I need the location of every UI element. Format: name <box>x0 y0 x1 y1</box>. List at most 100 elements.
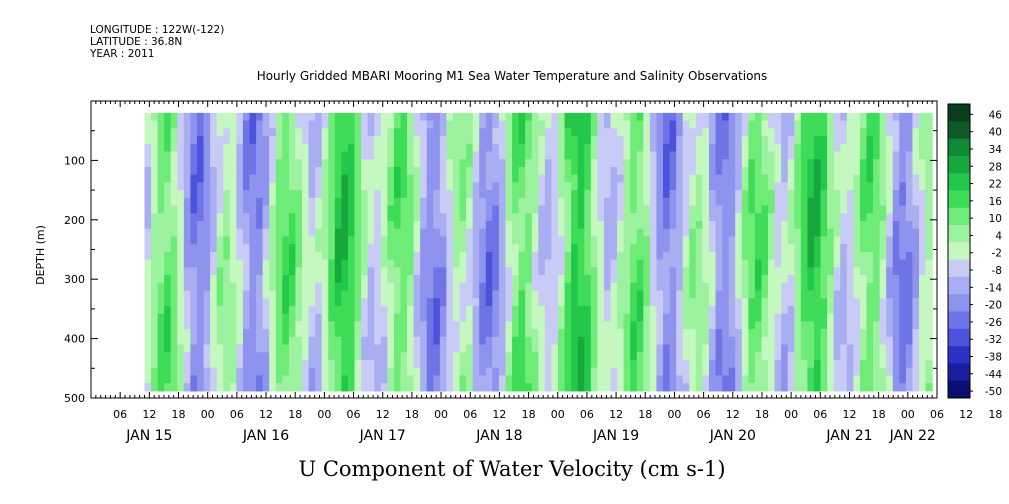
heatmap-cell <box>302 267 310 276</box>
heatmap-cell <box>643 128 651 137</box>
heatmap-cell <box>321 174 329 183</box>
heatmap-cell <box>308 336 316 346</box>
heatmap-cell <box>577 205 585 214</box>
heatmap-cell <box>210 182 218 191</box>
heatmap-cell <box>630 305 638 315</box>
heatmap-cell <box>800 267 809 276</box>
heatmap-cell <box>321 213 329 222</box>
heatmap-cell <box>761 313 769 322</box>
heatmap-cell <box>925 174 933 183</box>
heatmap-cell <box>177 159 185 168</box>
heatmap-cell <box>800 367 809 377</box>
heatmap-cell <box>170 375 178 384</box>
heatmap-cell <box>558 112 566 122</box>
heatmap-cell <box>367 112 375 122</box>
heatmap-cell <box>321 197 329 207</box>
heatmap-cell <box>912 352 920 361</box>
heatmap-cell <box>361 344 369 353</box>
heatmap-cell <box>577 244 585 253</box>
heatmap-cell <box>754 166 763 176</box>
heatmap-cell <box>367 228 375 238</box>
heatmap-cell <box>498 359 507 369</box>
heatmap-cell <box>505 383 513 392</box>
heatmap-cell <box>800 120 809 129</box>
heatmap-cell <box>210 213 218 222</box>
heatmap-cell <box>538 359 546 369</box>
heatmap-cell <box>512 336 520 346</box>
heatmap-cell <box>708 367 717 377</box>
heatmap-cell <box>387 313 395 322</box>
heatmap-cell <box>505 205 513 214</box>
heatmap-cell <box>623 259 631 268</box>
heatmap-cell <box>564 213 572 222</box>
heatmap-cell <box>177 190 185 199</box>
heatmap-cell <box>597 182 605 191</box>
heatmap-cell <box>649 352 658 361</box>
heatmap-cell <box>479 190 487 199</box>
heatmap-cell <box>899 228 907 238</box>
heatmap-cell <box>249 159 257 168</box>
heatmap-cell <box>840 159 848 168</box>
heatmap-cell <box>498 329 507 338</box>
heatmap-cell <box>183 182 192 191</box>
heatmap-cell <box>144 166 152 176</box>
heatmap-cell <box>400 336 408 346</box>
heatmap-cell <box>905 383 914 392</box>
heatmap-cell <box>374 329 382 338</box>
x-day-label: JAN 18 <box>475 428 522 444</box>
heatmap-cell <box>682 205 690 214</box>
heatmap-cell <box>702 228 710 238</box>
heatmap-cell <box>400 213 408 222</box>
heatmap-cell <box>728 136 736 145</box>
heatmap-cell <box>813 128 822 137</box>
heatmap-cell <box>603 120 612 129</box>
heatmap-cell <box>656 220 664 230</box>
heatmap-cell <box>807 329 815 338</box>
heatmap-cell <box>564 375 572 384</box>
heatmap-cell <box>466 275 474 284</box>
heatmap-cell <box>886 282 894 292</box>
heatmap-cell <box>229 375 237 384</box>
heatmap-cell <box>774 244 782 253</box>
heatmap-cell <box>919 190 927 199</box>
heatmap-cell <box>288 383 297 392</box>
heatmap-cell <box>479 336 487 346</box>
heatmap-cell <box>446 228 454 238</box>
heatmap-cell <box>452 112 461 122</box>
heatmap-cell <box>485 182 493 191</box>
heatmap-cell <box>715 313 723 322</box>
heatmap-cell <box>229 336 237 346</box>
heatmap-cell <box>223 151 231 160</box>
heatmap-cell <box>623 336 631 346</box>
heatmap-cell <box>452 213 461 222</box>
heatmap-cell <box>899 329 907 338</box>
heatmap-cell <box>203 136 211 145</box>
heatmap-cell <box>649 112 658 122</box>
heatmap-cell <box>308 375 316 384</box>
heatmap-cell <box>853 166 861 176</box>
heatmap-cell <box>256 136 264 145</box>
heatmap-cell <box>623 166 631 176</box>
heatmap-cell <box>525 205 533 214</box>
heatmap-cell <box>446 298 454 307</box>
heatmap-cell <box>275 359 283 369</box>
heatmap-cell <box>571 128 579 137</box>
heatmap-cell <box>912 128 920 137</box>
heatmap-cell <box>151 236 159 245</box>
heatmap-cell <box>498 205 507 214</box>
heatmap-cell <box>485 120 493 129</box>
heatmap-cell <box>262 112 270 122</box>
heatmap-cell <box>544 267 553 276</box>
heatmap-cell <box>925 259 933 268</box>
heatmap-cell <box>846 298 854 307</box>
heatmap-cell <box>708 112 717 122</box>
heatmap-cell <box>177 220 185 230</box>
heatmap-cell <box>768 136 776 145</box>
heatmap-cell <box>774 182 782 191</box>
heatmap-cell <box>584 174 592 183</box>
heatmap-cell <box>216 244 224 253</box>
heatmap-cell <box>833 275 841 284</box>
heatmap-cell <box>787 236 795 245</box>
heatmap-cell <box>229 220 237 230</box>
heatmap-cell <box>623 159 631 168</box>
